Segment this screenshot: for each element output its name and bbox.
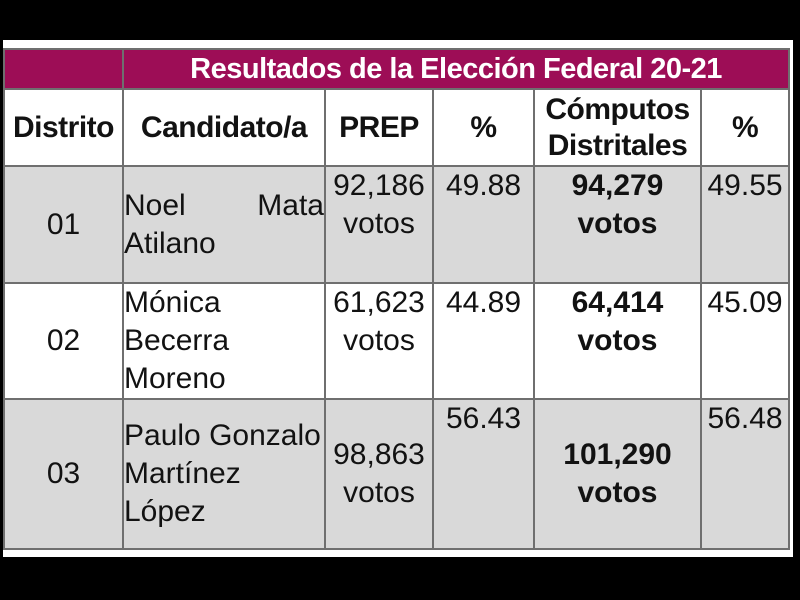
computos-votes-value: 64,414 <box>571 286 664 319</box>
table-row-district-02: 02 Mónica Becerra Moreno 61,623 votos 44… <box>3 282 791 400</box>
title-corner-cell <box>3 48 124 90</box>
candidate-cell: Mónica Becerra Moreno <box>122 282 326 400</box>
district-cell: 03 <box>3 398 124 550</box>
votes-unit-label: votos <box>343 324 415 357</box>
prep-pct-cell: 56.43 <box>432 398 535 550</box>
computos-pct-cell: 56.48 <box>699 398 791 550</box>
col-header-candidato: Candidato/a <box>122 88 326 167</box>
votes-unit-label: votos <box>343 207 415 240</box>
computos-votes-cell: 101,290 votos <box>533 398 702 550</box>
votes-unit-label: votos <box>577 324 658 357</box>
prep-votes-value: 98,863 <box>333 438 425 471</box>
col-header-prep-pct: % <box>432 88 535 167</box>
table-row-district-01: 01 Noel Mata Atilano 92,186 votos 49.88 … <box>3 165 791 284</box>
prep-votes-value: 61,623 <box>333 286 425 319</box>
title-row: Resultados de la Elección Federal 20-21 <box>3 48 791 90</box>
votes-unit-label: votos <box>343 476 415 509</box>
col-header-computos: Cómputos Distritales <box>533 88 702 167</box>
prep-votes-value: 92,186 <box>333 169 425 202</box>
votes-unit-label: votos <box>577 476 658 509</box>
computos-votes-value: 94,279 <box>571 169 664 202</box>
computos-pct-cell: 49.55 <box>699 165 791 284</box>
computos-votes-cell: 94,279 votos <box>533 165 702 284</box>
col-header-distrito: Distrito <box>3 88 124 167</box>
district-cell: 01 <box>3 165 124 284</box>
col-header-prep: PREP <box>324 88 434 167</box>
table-background-sheet: Resultados de la Elección Federal 20-21 … <box>3 40 793 557</box>
computos-votes-value: 101,290 <box>563 438 672 471</box>
prep-pct-cell: 44.89 <box>432 282 535 400</box>
election-results-table: Resultados de la Elección Federal 20-21 … <box>3 48 791 550</box>
col-header-computos-pct: % <box>699 88 791 167</box>
prep-votes-cell: 92,186 votos <box>324 165 434 284</box>
prep-votes-cell: 98,863 votos <box>324 398 434 550</box>
page-title: Resultados de la Elección Federal 20-21 <box>121 48 791 90</box>
column-header-row: Distrito Candidato/a PREP % Cómputos Dis… <box>3 88 791 167</box>
candidate-cell: Paulo Gonzalo Martínez López <box>122 398 326 550</box>
computos-pct-cell: 45.09 <box>699 282 791 400</box>
computos-votes-cell: 64,414 votos <box>533 282 702 400</box>
prep-votes-cell: 61,623 votos <box>324 282 434 400</box>
votes-unit-label: votos <box>577 207 658 240</box>
candidate-cell: Noel Mata Atilano <box>122 165 326 284</box>
prep-pct-cell: 49.88 <box>432 165 535 284</box>
table-row-district-03: 03 Paulo Gonzalo Martínez López 98,863 v… <box>3 398 791 550</box>
district-cell: 02 <box>3 282 124 400</box>
